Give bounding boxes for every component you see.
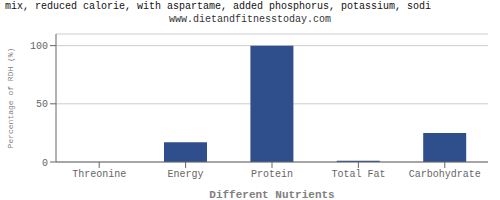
svg-text:100: 100 <box>30 41 48 52</box>
svg-text:Threonine: Threonine <box>72 169 126 180</box>
svg-text:Total Fat: Total Fat <box>331 169 385 180</box>
svg-text:Percentage of RDH (%): Percentage of RDH (%) <box>8 48 15 149</box>
svg-text:Different Nutrients: Different Nutrients <box>209 189 334 200</box>
svg-text:Energy: Energy <box>168 169 204 180</box>
svg-text:50: 50 <box>36 99 48 110</box>
svg-text:Carbohydrate: Carbohydrate <box>409 169 481 180</box>
svg-text:Protein: Protein <box>251 169 293 180</box>
html-text:mix, reduced calorie, with asp: mix, reduced calorie, with aspartame, ad… <box>5 1 432 12</box>
svg-text:0: 0 <box>42 158 48 169</box>
html-text:www.dietandfitnesstoday.com: www.dietandfitnesstoday.com <box>169 14 331 25</box>
